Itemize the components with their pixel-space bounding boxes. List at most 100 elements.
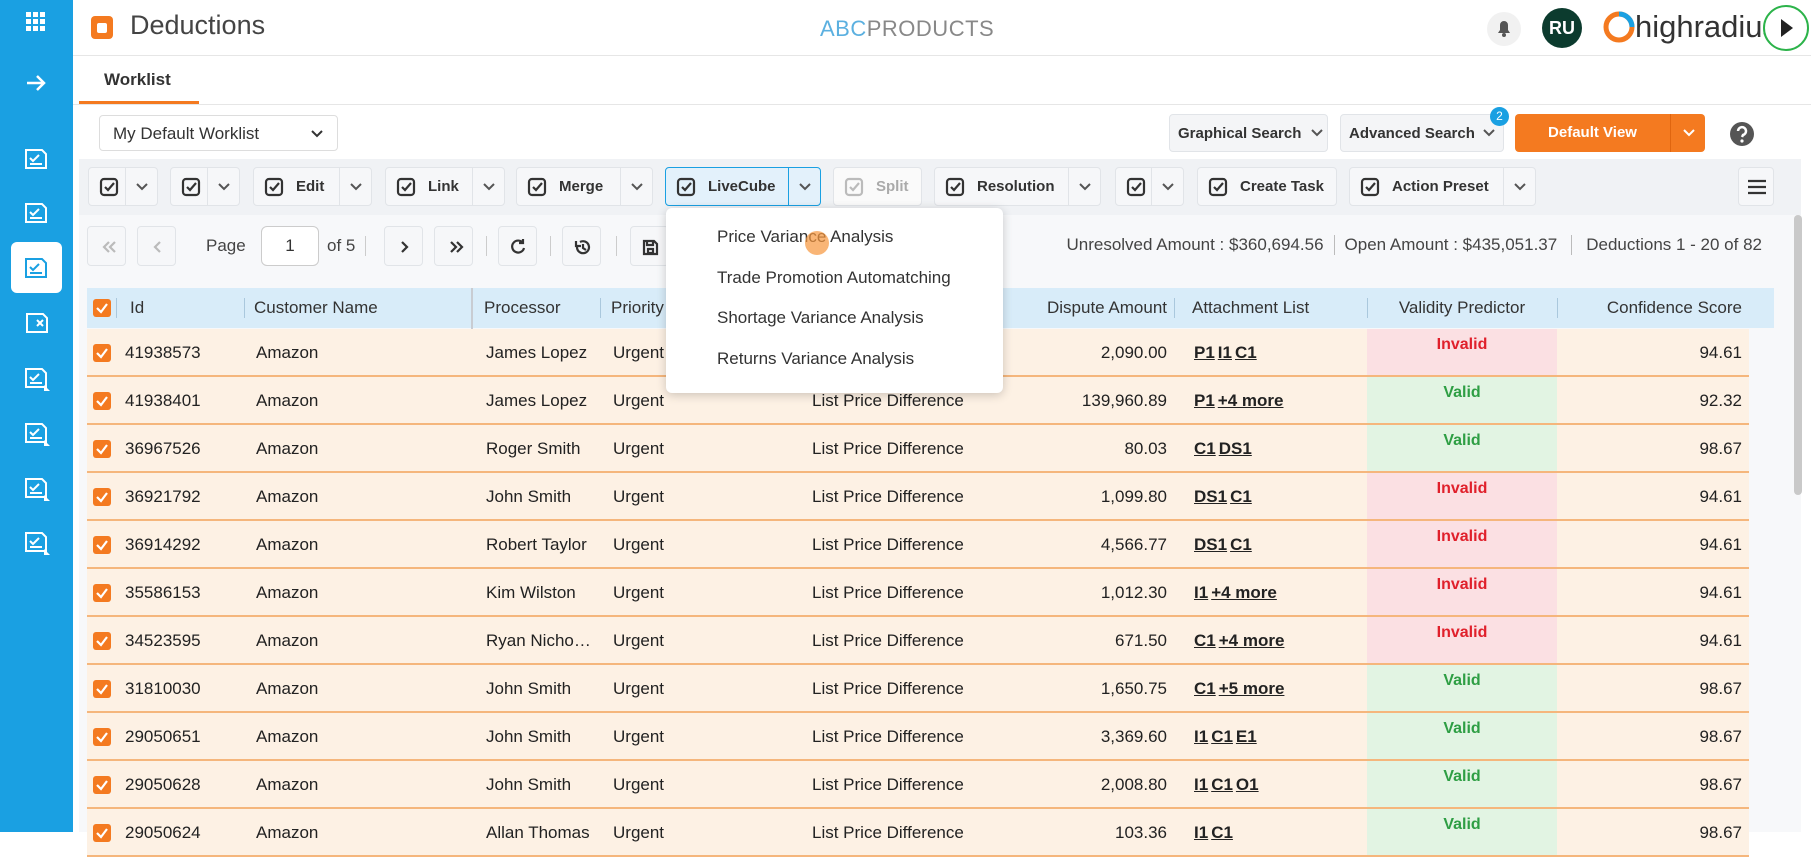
attachment-link[interactable]: C1 — [1211, 775, 1233, 794]
attachment-link[interactable]: C1 — [1230, 535, 1252, 554]
pager-button[interactable] — [137, 226, 176, 266]
pager-button[interactable] — [498, 226, 537, 266]
menu-item[interactable]: Trade Promotion Automatching — [717, 267, 951, 287]
attachment-list: I1 C1 O1 — [1194, 761, 1262, 809]
attachment-link[interactable]: I1 — [1194, 775, 1209, 794]
validity-cell-bg — [1367, 329, 1557, 375]
graphical-search[interactable]: Graphical Search — [1169, 114, 1328, 152]
toolbar-button[interactable]: Create Task — [1197, 167, 1337, 206]
attachment-link[interactable]: C1 — [1230, 487, 1252, 506]
attachment-link[interactable]: DS1 — [1218, 439, 1252, 458]
attachment-link[interactable]: +4 more — [1218, 631, 1285, 650]
pager-button[interactable] — [630, 226, 669, 266]
pager-divider — [616, 236, 617, 256]
table-cell: Amazon — [256, 823, 319, 842]
user-avatar[interactable]: RU — [1542, 8, 1582, 48]
table-cell: List Price Difference — [812, 535, 964, 554]
table-cell: 36914292 — [125, 535, 201, 554]
attachment-link[interactable]: C1 — [1194, 439, 1216, 458]
attachment-link[interactable]: P1 — [1194, 343, 1215, 362]
table-cell: Amazon — [256, 583, 319, 602]
table-cell: John Smith — [486, 775, 572, 794]
attachment-link[interactable]: DS1 — [1194, 535, 1228, 554]
attachment-list: DS1 C1 — [1194, 473, 1255, 521]
toolbar-split — [1503, 168, 1504, 205]
scrollbar — [1794, 215, 1802, 495]
attachment-link[interactable]: P1 — [1194, 391, 1215, 410]
toolbar-button[interactable] — [1115, 167, 1184, 206]
table-cell: List Price Difference — [812, 391, 964, 410]
toolbar-button[interactable]: Edit — [253, 167, 372, 206]
toolbar-button[interactable]: Action Preset — [1349, 167, 1536, 206]
attachment-link[interactable]: E1 — [1235, 727, 1257, 746]
toolbar-button[interactable]: LiveCube — [665, 167, 821, 206]
help-icon[interactable] — [1728, 120, 1756, 148]
dispute-amount: 2,008.80 — [1100, 775, 1167, 794]
table-cell: Amazon — [256, 679, 319, 698]
toolbar-label: Create Task — [1240, 178, 1324, 195]
pager-icon — [642, 239, 659, 256]
validity-predictor: Valid — [1443, 816, 1481, 833]
table-cell: List Price Difference — [812, 679, 964, 698]
menu-item[interactable]: Shortage Variance Analysis — [717, 308, 924, 327]
pager-button[interactable] — [384, 226, 423, 266]
toolbar-button[interactable]: Resolution — [934, 167, 1101, 206]
toolbar-button[interactable]: Link — [385, 167, 505, 206]
toolbar-icon — [1126, 177, 1146, 197]
menu-item[interactable]: Returns Variance Analysis — [717, 348, 915, 368]
menu-item[interactable]: Price Variance Analysis — [717, 227, 894, 246]
toolbar-button[interactable] — [88, 167, 158, 206]
toolbar-icon — [676, 177, 696, 197]
attachment-link[interactable]: O1 — [1235, 775, 1259, 794]
play-button[interactable] — [1762, 4, 1810, 52]
attachment-link[interactable]: +4 more — [1211, 583, 1277, 602]
table-cell: Urgent — [613, 631, 665, 650]
attachment-link[interactable]: +5 more — [1218, 679, 1285, 698]
checkbox — [93, 824, 111, 842]
table-cell: Amazon — [256, 391, 319, 410]
pager-button[interactable] — [434, 226, 473, 266]
toolbar-label: Action Preset — [1392, 178, 1489, 195]
toolbar-button[interactable] — [170, 167, 240, 206]
default-view[interactable]: Default View — [1515, 114, 1705, 152]
validity-cell-bg — [1367, 665, 1557, 711]
attachment-link[interactable]: I1 — [1194, 583, 1209, 602]
page-input[interactable]: 1 — [261, 226, 319, 266]
attachment-link[interactable]: C1 — [1234, 343, 1257, 362]
attachment-link[interactable]: +4 more — [1217, 391, 1284, 410]
advanced-search[interactable]: Advanced Search — [1340, 114, 1504, 152]
grid-menu-button[interactable] — [1738, 167, 1774, 206]
attachment-link[interactable]: C1 — [1194, 631, 1216, 650]
pager-button[interactable] — [87, 226, 126, 266]
attachment-list: C1 +4 more — [1194, 617, 1287, 665]
pager-divider — [550, 236, 551, 256]
table-cell: Amazon — [256, 631, 319, 650]
attachment-link[interactable]: DS1 — [1194, 487, 1228, 506]
attachment-link[interactable]: I1 — [1194, 727, 1209, 746]
toolbar-label: Edit — [296, 178, 325, 195]
search-caret — [1311, 129, 1323, 137]
sidebar-icon — [27, 75, 46, 91]
checkbox — [93, 584, 111, 602]
table-cell: List Price Difference — [812, 487, 964, 506]
attachment-link[interactable]: C1 — [1211, 823, 1233, 842]
toolbar-button[interactable]: Merge — [516, 167, 653, 206]
attachment-list: I1 +4 more — [1194, 569, 1280, 617]
column-header: Processor — [484, 298, 561, 317]
tab[interactable]: Worklist — [104, 70, 171, 89]
attachment-link[interactable]: I1 — [1194, 823, 1209, 842]
table-cell: Urgent — [613, 583, 665, 602]
brand-suffix: PRODUCTS — [866, 16, 995, 41]
notification-bell[interactable] — [1486, 11, 1522, 47]
attachment-link[interactable]: C1 — [1194, 679, 1216, 698]
dispute-amount: 4,566.77 — [1100, 535, 1167, 554]
worklist-select[interactable]: My Default Worklist — [99, 115, 338, 151]
confidence-score: 98.67 — [1699, 439, 1742, 458]
table-cell: James Lopez — [486, 391, 588, 410]
pager-button[interactable] — [562, 226, 601, 266]
page-of: of 5 — [327, 236, 356, 255]
attachment-link[interactable]: C1 — [1211, 727, 1233, 746]
toolbar-button[interactable]: Split — [833, 167, 922, 206]
attachment-link[interactable]: I1 — [1217, 343, 1232, 362]
toolbar-icon — [181, 177, 201, 197]
